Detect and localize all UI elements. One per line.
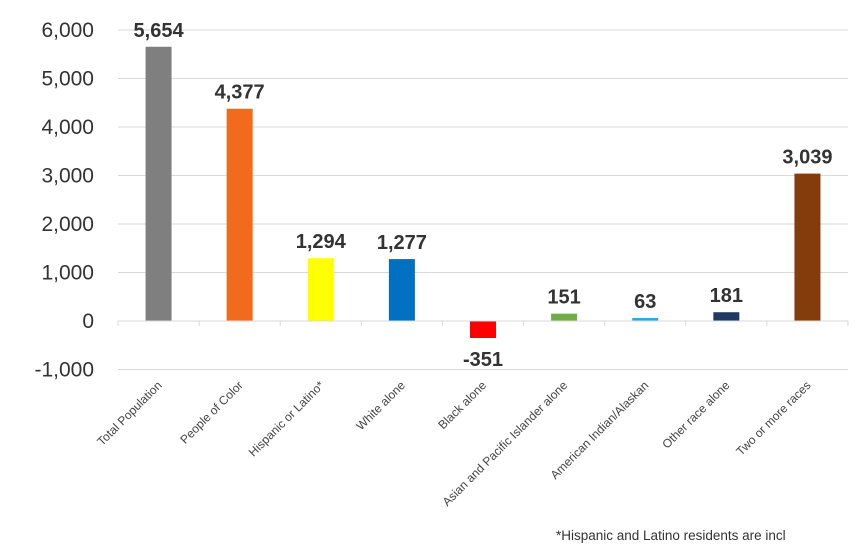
footnote: *Hispanic and Latino residents are incl <box>556 528 786 543</box>
category-labels: Total Population People of Color Hispanic … <box>94 378 813 509</box>
data-label: 1,277 <box>377 232 427 254</box>
bar <box>226 108 253 321</box>
data-label: -351 <box>463 349 503 371</box>
y-tick-label: 5,000 <box>41 68 94 91</box>
data-label: 1,294 <box>296 231 347 253</box>
bar <box>794 173 821 321</box>
bar <box>470 321 496 339</box>
data-label: 151 <box>547 287 580 309</box>
y-tick-label: 4,000 <box>41 116 94 139</box>
bar <box>388 259 415 321</box>
bars <box>145 46 821 339</box>
data-labels: 5,654 4,377 1,294 1,277 -351 151 63 181 3,039 <box>134 20 833 371</box>
y-tick-label: 1,000 <box>41 262 94 285</box>
y-tick-label: -1,000 <box>34 359 94 382</box>
bar <box>145 46 172 321</box>
bar <box>307 258 334 321</box>
category-label: Two or more races <box>733 378 813 458</box>
y-tick-label: 2,000 <box>41 213 94 236</box>
bar <box>632 317 659 321</box>
data-label: 4,377 <box>215 82 265 104</box>
data-label: 63 <box>634 291 656 313</box>
category-label: Black alone <box>435 378 489 432</box>
y-axis-ticks: -1,000 0 1,000 2,000 3,000 4,000 5,000 6,000 <box>34 19 94 382</box>
data-label: 181 <box>710 285 743 307</box>
category-label: Total Population <box>94 378 164 448</box>
category-label: People of Color <box>177 378 245 446</box>
category-label: White alone <box>353 378 408 433</box>
data-label: 5,654 <box>134 20 185 42</box>
y-tick-label: 0 <box>82 310 94 333</box>
y-tick-label: 6,000 <box>41 19 94 42</box>
bar <box>551 313 578 321</box>
category-label: Hispanic or Latino* <box>246 378 327 459</box>
x-axis <box>117 320 849 326</box>
y-tick-label: 3,000 <box>41 165 94 188</box>
bar <box>713 312 740 321</box>
data-label: 3,039 <box>782 147 832 169</box>
category-label: Other race alone <box>659 378 732 451</box>
